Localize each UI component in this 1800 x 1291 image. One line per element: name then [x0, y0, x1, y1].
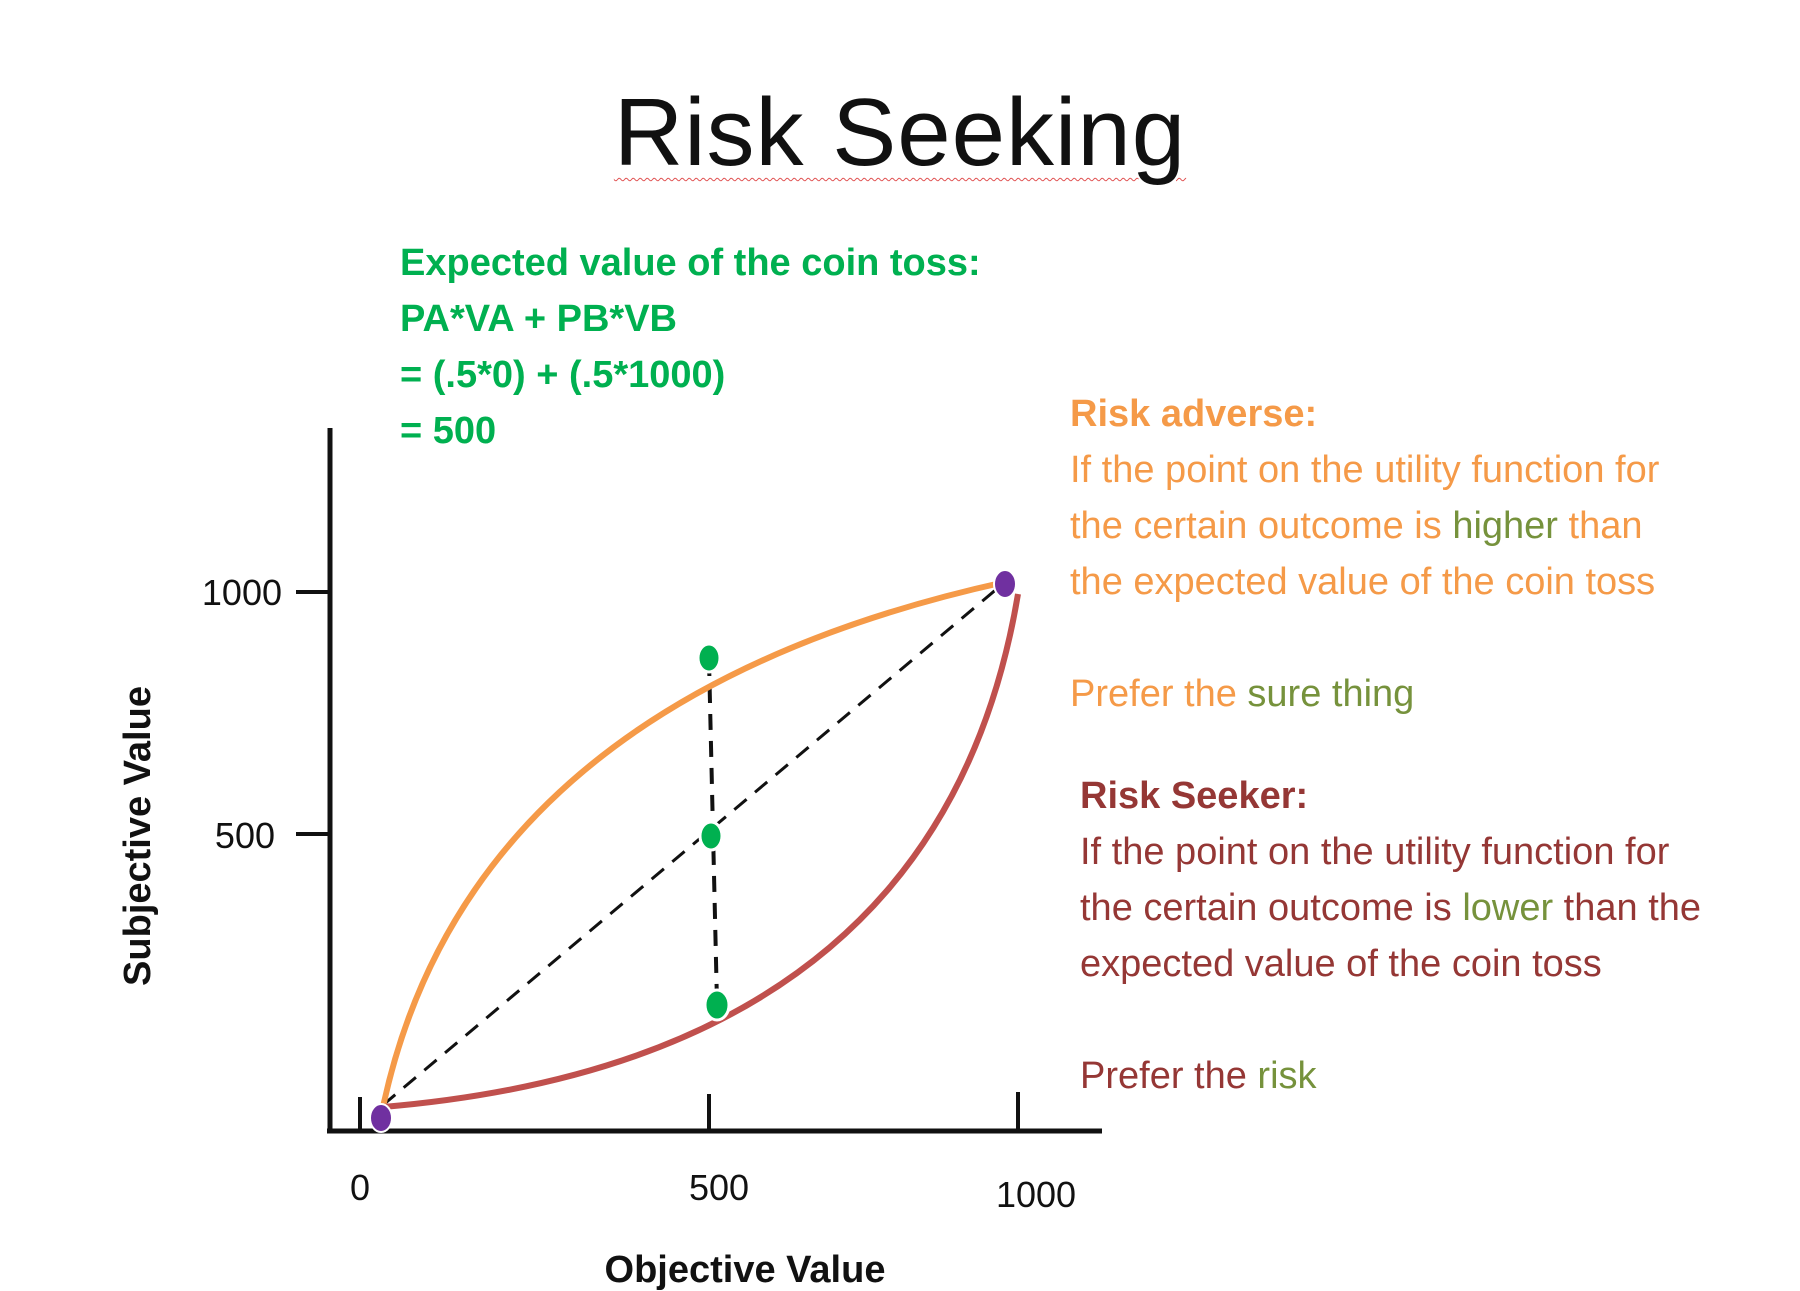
ev-line-2: PA*VA + PB*VB — [400, 298, 677, 340]
x-tick-label-0: 0 — [350, 1167, 370, 1208]
risk-seeker-block: Risk Seeker: If the point on the utility… — [1080, 768, 1701, 1104]
ev-line-1: Expected value of the coin toss: — [400, 242, 981, 284]
x-axis-title: Objective Value — [605, 1249, 886, 1291]
expected-value-dashed-line — [382, 580, 1006, 1107]
y-tick-label-500: 500 — [215, 815, 275, 856]
risk-adverse-line-3: the expected value of the coin toss — [1070, 561, 1656, 603]
x-tick-label-1000: 1000 — [996, 1174, 1076, 1215]
certain-outcome-point-low — [703, 988, 731, 1022]
ev-line-3: = (.5*0) + (.5*1000) — [400, 354, 726, 396]
endpoint-high — [993, 569, 1017, 599]
risk-seeker-prefer: Prefer the risk — [1080, 1048, 1701, 1104]
x-tick-label-500: 500 — [689, 1167, 749, 1208]
endpoint-low — [369, 1103, 393, 1133]
risk-seeker-highlight: lower — [1462, 887, 1554, 929]
slide-title: Risk Seeking — [0, 78, 1800, 188]
risk-seeker-line-1: If the point on the utility function for — [1080, 831, 1670, 873]
risk-adverse-highlight: higher — [1452, 505, 1558, 547]
risk-adverse-line-2-post: than — [1557, 505, 1643, 547]
ev-line-4: = 500 — [400, 410, 497, 452]
risk-adverse-line-2-pre: the certain outcome is — [1070, 505, 1453, 547]
title-text: Risk Seeking — [613, 79, 1187, 186]
risk-seeker-prefer-pre: Prefer the — [1080, 1055, 1258, 1097]
risk-adverse-prefer: Prefer the sure thing — [1070, 666, 1659, 722]
risk-seeker-line-2-post: than the — [1553, 887, 1702, 929]
risk-adverse-block: Risk adverse: If the point on the utilit… — [1070, 386, 1659, 722]
risk-adverse-heading: Risk adverse: — [1070, 393, 1318, 435]
risk-adverse-prefer-pre: Prefer the — [1070, 673, 1248, 715]
risk-averse-curve — [380, 579, 1006, 1108]
risk-adverse-prefer-highlight: sure thing — [1247, 673, 1415, 715]
y-tick-label-1000: 1000 — [202, 572, 282, 613]
y-axis-title: Subjective Value — [117, 686, 159, 986]
risk-adverse-line-1: If the point on the utility function for — [1070, 449, 1660, 491]
risk-seeker-prefer-highlight: risk — [1257, 1055, 1317, 1097]
expected-value-point — [698, 820, 724, 852]
risk-seeker-line-2-pre: the certain outcome is — [1080, 887, 1463, 929]
certain-outcome-point-high — [696, 642, 722, 674]
risk-seeker-line-3: expected value of the coin toss — [1080, 943, 1602, 985]
risk-seeking-curve — [382, 593, 1021, 1110]
expected-value-block: Expected value of the coin toss: PA*VA +… — [400, 235, 981, 459]
risk-seeker-line-2: the certain outcome is lower than the — [1080, 880, 1701, 936]
risk-seeker-heading: Risk Seeker: — [1080, 775, 1309, 817]
risk-adverse-line-2: the certain outcome is higher than — [1070, 498, 1659, 554]
